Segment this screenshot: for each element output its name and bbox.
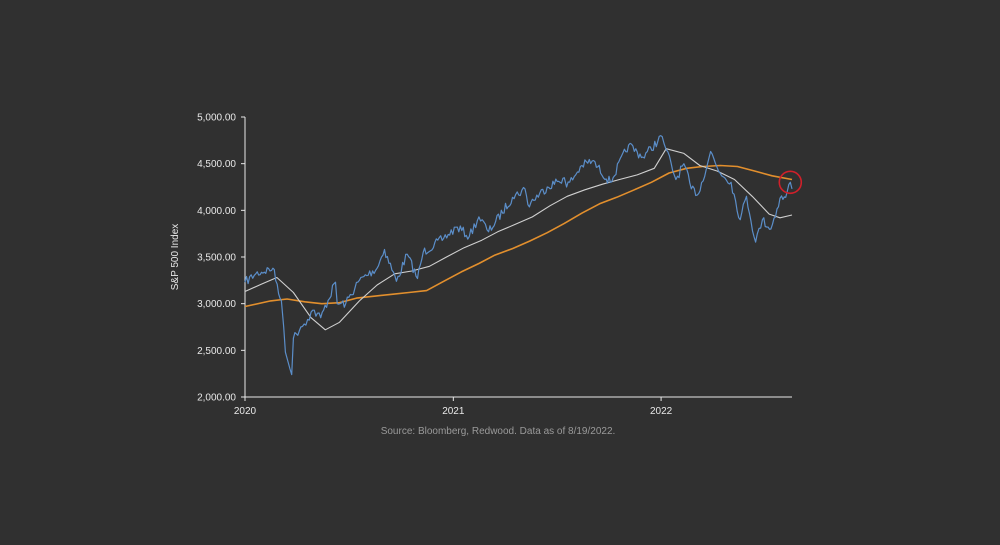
y-tick-label: 3,500.00 bbox=[197, 253, 236, 264]
highlight-circle bbox=[778, 170, 803, 195]
y-axis: 2,000.00 2,500.00 3,000.00 3,500.00 4,000.00… bbox=[197, 113, 246, 404]
series-line-short-average bbox=[244, 148, 793, 331]
highlight-marker bbox=[778, 170, 803, 195]
y-tick-label: 5,000.00 bbox=[197, 113, 236, 124]
x-tick-label: 2021 bbox=[442, 406, 465, 417]
y-tick-label: 4,500.00 bbox=[197, 159, 236, 170]
y-tick-label: 3,000.00 bbox=[197, 299, 236, 310]
series-lines bbox=[244, 135, 793, 376]
y-tick-label: 2,000.00 bbox=[197, 393, 236, 404]
y-tick-label: 2,500.00 bbox=[197, 346, 236, 357]
x-axis: 2020 2021 2022 bbox=[234, 396, 792, 417]
y-tick-label: 4,000.00 bbox=[197, 206, 236, 217]
y-axis-title: S&P 500 Index bbox=[170, 224, 181, 291]
source-note: Source: Bloomberg, Redwood. Data as of 8… bbox=[381, 426, 616, 437]
series-line-price bbox=[244, 135, 793, 376]
x-tick-label: 2020 bbox=[234, 406, 257, 417]
x-tick-label: 2022 bbox=[650, 406, 673, 417]
